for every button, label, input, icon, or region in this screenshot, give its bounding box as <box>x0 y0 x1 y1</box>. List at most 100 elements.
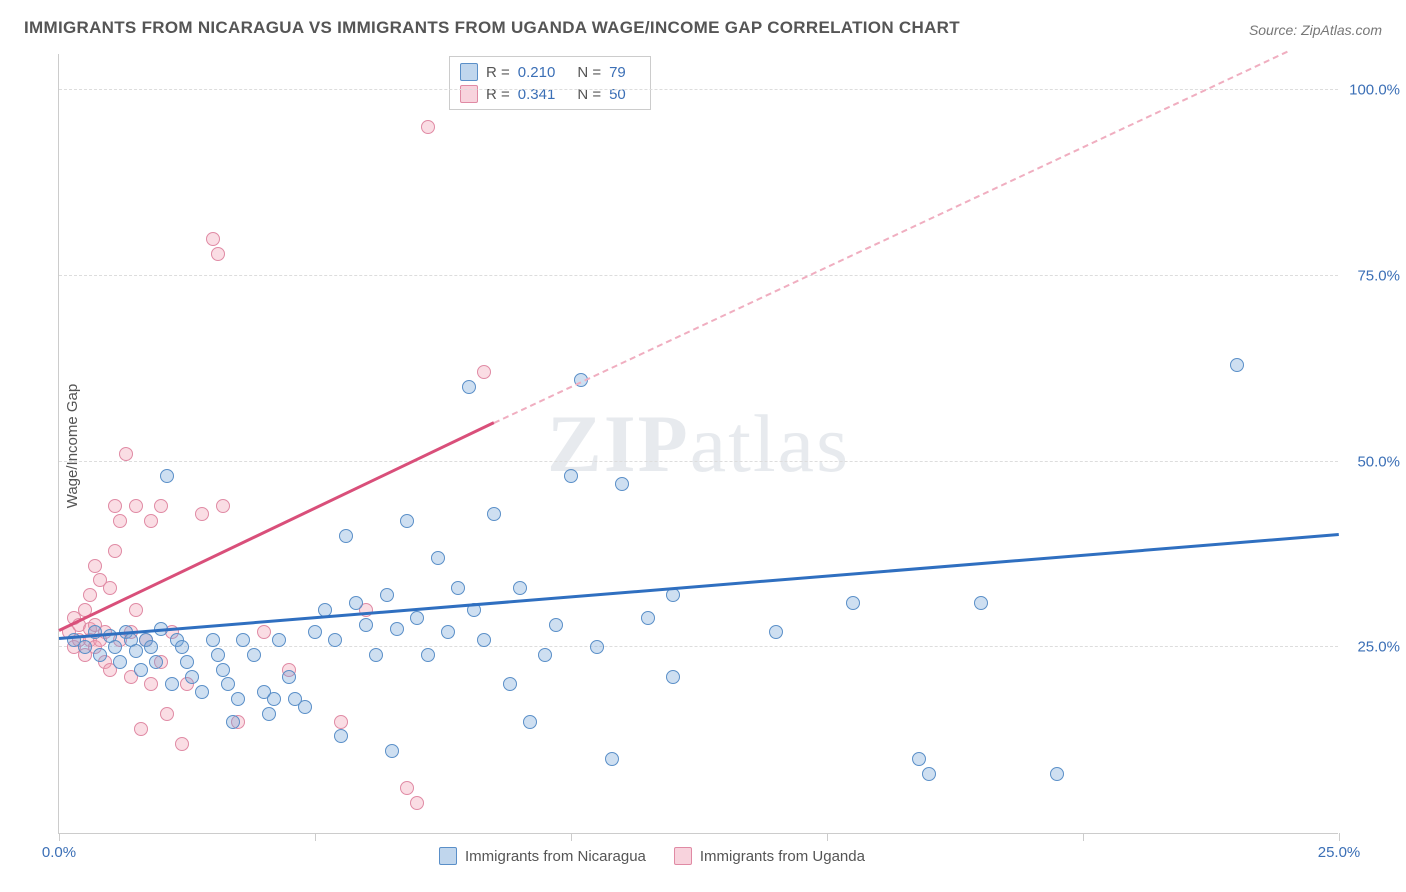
data-point <box>390 622 404 636</box>
y-tick-label: 25.0% <box>1344 639 1400 656</box>
data-point <box>441 625 455 639</box>
x-tick <box>571 833 572 841</box>
data-point <box>974 596 988 610</box>
data-point <box>846 596 860 610</box>
data-point <box>477 365 491 379</box>
data-point <box>641 611 655 625</box>
legend-item-uganda: Immigrants from Uganda <box>674 847 865 865</box>
data-point <box>1050 767 1064 781</box>
x-tick-label: 25.0% <box>1318 844 1361 861</box>
data-point <box>410 611 424 625</box>
x-tick <box>1339 833 1340 841</box>
data-point <box>160 469 174 483</box>
data-point <box>421 120 435 134</box>
data-point <box>144 677 158 691</box>
swatch-pink-icon <box>674 847 692 865</box>
data-point <box>477 633 491 647</box>
data-point <box>369 648 383 662</box>
legend-row-uganda: R = 0.341 N = 50 <box>460 83 640 105</box>
data-point <box>912 752 926 766</box>
y-tick-label: 75.0% <box>1344 267 1400 284</box>
data-point <box>334 729 348 743</box>
data-point <box>282 670 296 684</box>
data-point <box>410 796 424 810</box>
data-point <box>385 744 399 758</box>
data-point <box>93 648 107 662</box>
data-point <box>180 655 194 669</box>
data-point <box>185 670 199 684</box>
data-point <box>165 677 179 691</box>
data-point <box>267 692 281 706</box>
data-point <box>462 380 476 394</box>
x-tick-label: 0.0% <box>42 844 76 861</box>
data-point <box>922 767 936 781</box>
data-point <box>108 544 122 558</box>
data-point <box>308 625 322 639</box>
legend-row-nicaragua: R = 0.210 N = 79 <box>460 61 640 83</box>
x-tick <box>315 833 316 841</box>
x-tick <box>1083 833 1084 841</box>
plot-area: ZIPatlas R = 0.210 N = 79 R = 0.341 N = … <box>58 54 1338 834</box>
data-point <box>615 477 629 491</box>
chart-title: IMMIGRANTS FROM NICARAGUA VS IMMIGRANTS … <box>24 18 960 38</box>
data-point <box>538 648 552 662</box>
data-point <box>451 581 465 595</box>
data-point <box>247 648 261 662</box>
source-attribution: Source: ZipAtlas.com <box>1249 22 1382 38</box>
swatch-blue-icon <box>439 847 457 865</box>
data-point <box>144 640 158 654</box>
data-point <box>149 655 163 669</box>
data-point <box>236 633 250 647</box>
data-point <box>262 707 276 721</box>
x-tick <box>827 833 828 841</box>
data-point <box>221 677 235 691</box>
data-point <box>160 707 174 721</box>
data-point <box>328 633 342 647</box>
data-point <box>400 514 414 528</box>
data-point <box>216 499 230 513</box>
data-point <box>195 685 209 699</box>
gridline <box>59 275 1338 276</box>
data-point <box>206 232 220 246</box>
series-legend: Immigrants from Nicaragua Immigrants fro… <box>439 847 865 865</box>
data-point <box>206 633 220 647</box>
data-point <box>359 618 373 632</box>
data-point <box>769 625 783 639</box>
data-point <box>195 507 209 521</box>
data-point <box>134 722 148 736</box>
data-point <box>349 596 363 610</box>
data-point <box>103 581 117 595</box>
data-point <box>108 499 122 513</box>
data-point <box>211 648 225 662</box>
data-point <box>154 499 168 513</box>
data-point <box>400 781 414 795</box>
data-point <box>113 655 127 669</box>
data-point <box>129 603 143 617</box>
data-point <box>298 700 312 714</box>
data-point <box>78 640 92 654</box>
data-point <box>216 663 230 677</box>
data-point <box>88 559 102 573</box>
data-point <box>334 715 348 729</box>
swatch-pink-icon <box>460 85 478 103</box>
data-point <box>226 715 240 729</box>
data-point <box>503 677 517 691</box>
data-point <box>129 644 143 658</box>
data-point <box>83 588 97 602</box>
data-point <box>513 581 527 595</box>
data-point <box>175 737 189 751</box>
data-point <box>175 640 189 654</box>
data-point <box>119 447 133 461</box>
data-point <box>564 469 578 483</box>
watermark: ZIPatlas <box>547 397 850 491</box>
data-point <box>380 588 394 602</box>
y-tick-label: 50.0% <box>1344 453 1400 470</box>
data-point <box>1230 358 1244 372</box>
data-point <box>431 551 445 565</box>
data-point <box>605 752 619 766</box>
data-point <box>549 618 563 632</box>
data-point <box>487 507 501 521</box>
data-point <box>590 640 604 654</box>
correlation-legend: R = 0.210 N = 79 R = 0.341 N = 50 <box>449 56 651 110</box>
data-point <box>211 247 225 261</box>
